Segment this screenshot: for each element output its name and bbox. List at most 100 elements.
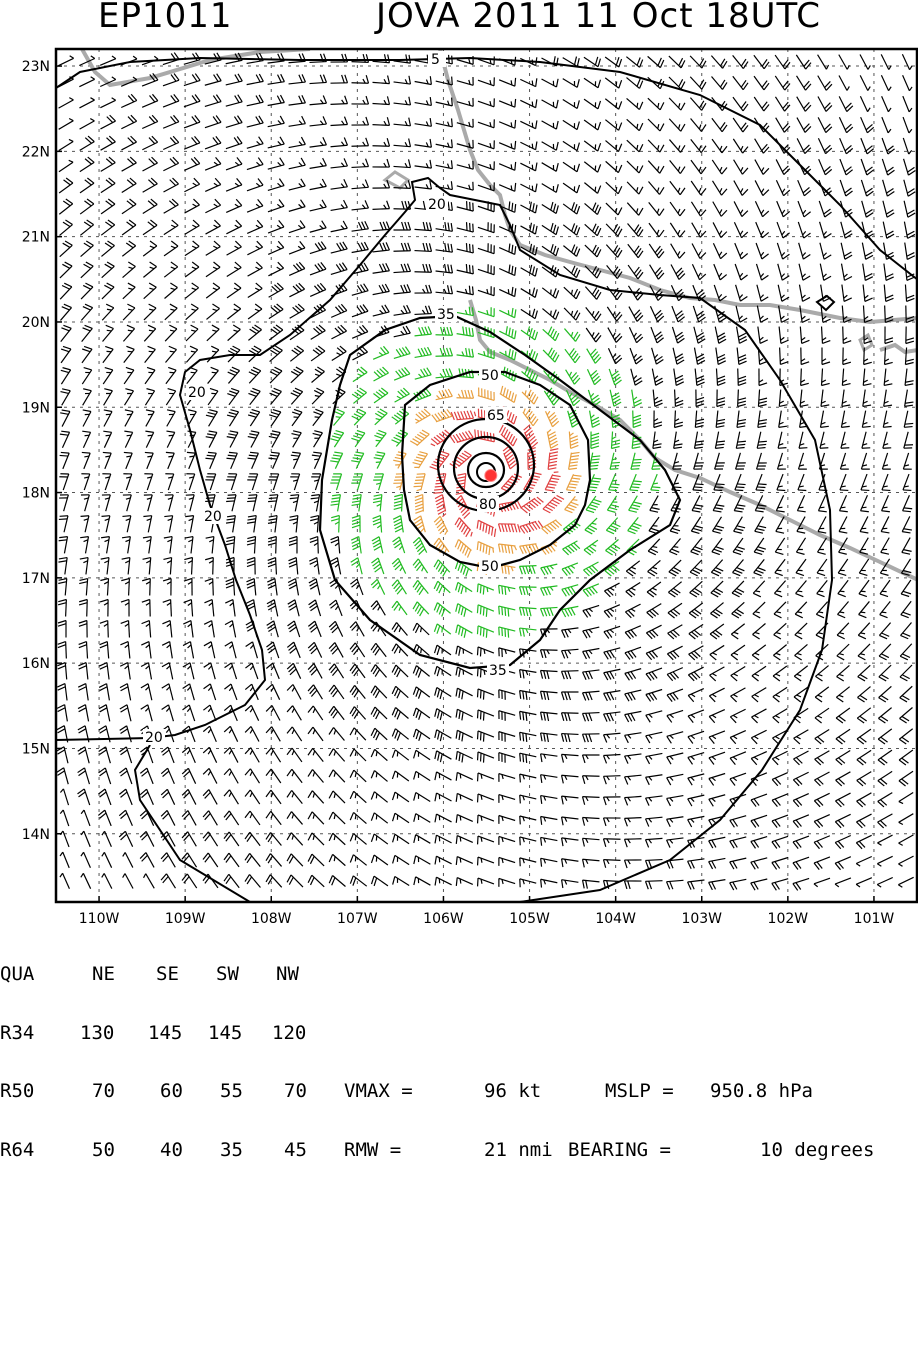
wind-barb bbox=[186, 346, 197, 362]
wind-barb bbox=[434, 581, 450, 593]
wind-barb bbox=[393, 855, 410, 864]
wind-barb bbox=[123, 852, 133, 867]
wind-barb bbox=[313, 431, 323, 448]
wind-barb bbox=[81, 241, 94, 257]
wind-barb bbox=[329, 854, 345, 865]
wind-barb bbox=[394, 284, 411, 293]
wind-barb bbox=[268, 474, 278, 490]
wind-barb bbox=[102, 474, 110, 490]
wind-barb bbox=[691, 181, 706, 195]
wind-barb bbox=[289, 241, 305, 254]
wind-barb bbox=[435, 495, 446, 517]
wind-barb bbox=[627, 119, 643, 130]
wind-barb bbox=[694, 348, 704, 365]
wind-barb bbox=[878, 771, 892, 786]
wind-barb bbox=[898, 856, 913, 866]
wind-barb bbox=[691, 538, 703, 554]
wind-barb bbox=[521, 265, 538, 276]
wind-barb bbox=[817, 580, 828, 596]
wind-barb bbox=[312, 452, 322, 469]
wind-barb bbox=[521, 497, 543, 513]
wind-barb bbox=[186, 325, 198, 341]
wind-barb bbox=[414, 729, 430, 741]
wind-barb bbox=[478, 388, 494, 401]
wind-barb bbox=[860, 75, 870, 90]
wind-barb bbox=[604, 626, 620, 638]
wind-barb bbox=[669, 56, 685, 68]
wind-barb bbox=[818, 117, 832, 132]
wind-barb bbox=[60, 452, 70, 468]
wind-barb bbox=[542, 288, 558, 298]
wind-barb bbox=[268, 558, 277, 575]
wind-barb bbox=[373, 263, 390, 273]
wind-barb bbox=[542, 265, 558, 277]
wind-barb bbox=[206, 537, 214, 554]
wind-radii-table: QUA NE SE SW NW R34 130 145 145 120 R50 … bbox=[0, 926, 46, 1180]
wind-barb bbox=[628, 244, 643, 257]
bearing-label: BEARING = bbox=[568, 1141, 671, 1161]
wind-barb bbox=[163, 600, 172, 617]
wind-barb bbox=[352, 96, 369, 104]
wind-barb bbox=[457, 243, 474, 253]
wind-barb bbox=[184, 136, 200, 149]
wind-barb bbox=[542, 520, 562, 534]
wind-barb bbox=[733, 538, 745, 554]
wind-barb bbox=[648, 119, 664, 131]
wind-barb bbox=[900, 707, 913, 722]
wind-barb bbox=[166, 431, 174, 448]
wind-barb bbox=[689, 624, 703, 639]
wind-barb bbox=[225, 600, 235, 617]
wind-barb bbox=[245, 790, 260, 804]
wind-barb bbox=[98, 810, 111, 826]
wind-barb bbox=[630, 348, 643, 364]
wind-barb bbox=[815, 666, 828, 681]
wind-barb bbox=[371, 707, 387, 719]
vmax-label: VMAX = bbox=[344, 1082, 413, 1102]
wind-barb bbox=[690, 581, 703, 597]
wind-barb bbox=[227, 262, 241, 276]
wind-barb bbox=[541, 691, 558, 700]
wind-barb bbox=[414, 516, 426, 532]
wind-barb bbox=[604, 605, 620, 618]
wind-barb bbox=[796, 580, 807, 596]
wind-barb bbox=[629, 327, 642, 342]
wind-barb bbox=[413, 580, 428, 594]
wind-barb bbox=[562, 838, 579, 846]
wind-barb bbox=[456, 857, 472, 865]
wind-barb bbox=[245, 874, 260, 887]
wind-barb bbox=[102, 262, 115, 278]
wind-barb bbox=[59, 139, 73, 150]
wind-barb bbox=[83, 389, 92, 406]
wind-barb bbox=[270, 367, 282, 383]
wind-barb bbox=[121, 94, 136, 107]
wind-barb bbox=[629, 496, 642, 513]
wind-barb bbox=[289, 53, 306, 62]
wind-barb bbox=[392, 430, 408, 446]
wind-barb bbox=[350, 855, 366, 866]
wind-barb bbox=[207, 325, 219, 341]
wind-barb bbox=[779, 411, 787, 428]
wind-barb bbox=[373, 388, 388, 403]
wind-barb bbox=[879, 644, 891, 660]
wind-barb bbox=[104, 389, 113, 406]
wind-barb bbox=[79, 642, 88, 659]
wind-barb bbox=[585, 203, 601, 215]
wind-barb bbox=[541, 816, 558, 824]
wind-barb bbox=[165, 495, 173, 511]
table-row-r50: R50 70 60 55 70 VMAX = 96 kt MSLP = 950.… bbox=[0, 1082, 46, 1102]
r34-sw: 145 bbox=[208, 1024, 242, 1044]
wind-barb bbox=[542, 309, 558, 320]
wind-barb bbox=[249, 346, 261, 362]
wind-barb bbox=[713, 181, 727, 195]
wind-barb bbox=[758, 411, 767, 428]
wind-barb bbox=[415, 76, 432, 84]
wind-barb bbox=[646, 625, 661, 639]
wind-barb bbox=[267, 600, 278, 617]
wind-barb bbox=[436, 264, 453, 273]
wind-barb bbox=[882, 474, 890, 490]
wind-barb bbox=[79, 600, 87, 617]
wind-barb bbox=[499, 78, 515, 86]
wind-barb bbox=[122, 516, 130, 533]
wind-barb bbox=[793, 794, 809, 807]
